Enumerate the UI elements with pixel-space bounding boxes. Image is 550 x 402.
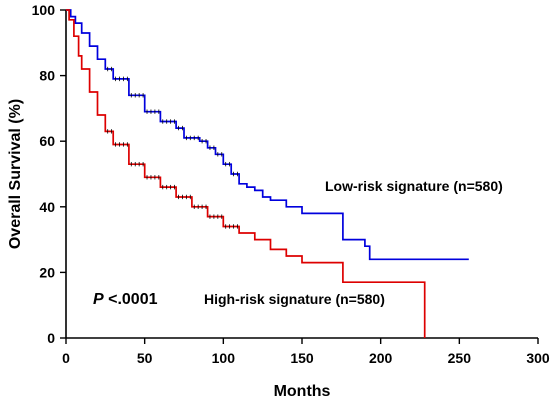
y-tick-label: 40 [39,199,55,215]
y-ticks: 0 20 40 60 80 100 [32,2,66,346]
x-tick-label: 100 [212,350,236,366]
y-tick-label: 0 [47,330,55,346]
p-value: <.0001 [104,291,158,308]
x-tick-label: 0 [62,350,70,366]
y-tick-label: 20 [39,264,55,280]
axes: 0 20 40 60 80 100 0 50 100 150 200 250 300 [32,2,550,366]
series-layer [66,9,469,338]
x-tick-label: 150 [290,350,314,366]
y-tick-label: 80 [39,68,55,84]
x-tick-label: 250 [448,350,472,366]
low-risk-label: Low-risk signature (n=580) [325,178,503,194]
censor-marks-low-risk [107,66,238,177]
p-value-label: P <.0001 [93,291,158,308]
y-tick-label: 60 [39,133,55,149]
p-letter: P [93,291,104,308]
x-ticks: 0 50 100 150 200 250 300 [62,338,550,366]
censor-marks-high-risk [107,129,238,229]
y-tick-label: 100 [32,2,56,18]
y-axis-title: Overall Survival (%) [7,99,24,249]
x-tick-label: 300 [526,350,550,366]
series-line-low-risk [66,9,469,261]
x-tick-label: 50 [137,350,153,366]
x-tick-label: 200 [369,350,393,366]
series-line-high-risk [66,9,426,338]
x-axis-title: Months [274,383,331,400]
high-risk-label: High-risk signature (n=580) [204,291,385,307]
